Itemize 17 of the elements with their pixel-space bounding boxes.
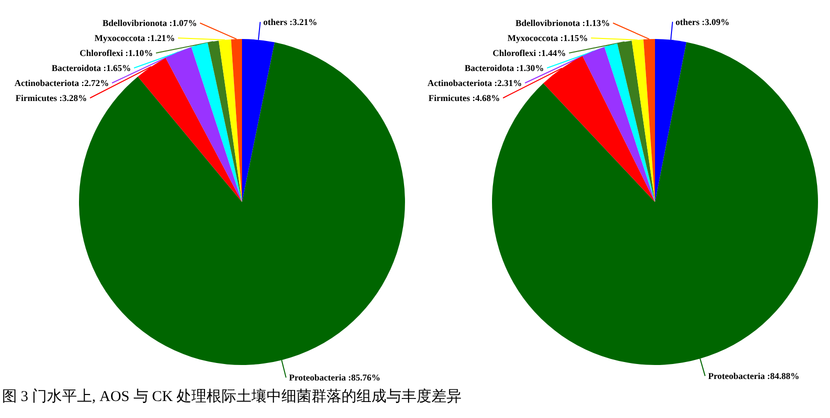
caption: 图 3 门水平上, AOS 与 CK 处理根际土壤中细菌群落的组成与丰度差异 <box>2 388 462 405</box>
slice-label: Bacteroidota :1.30% <box>464 63 544 73</box>
slice-label: others :3.09% <box>676 16 730 27</box>
slice-label: Bdellovibrionota :1.07% <box>102 18 197 28</box>
slice-label: Firmicutes :3.28% <box>16 93 87 103</box>
slice-label: Chloroflexi :1.44% <box>492 48 566 58</box>
slice-label: Proteobacteria :85.76% <box>289 372 380 383</box>
slice-label: Myxococcota :1.15% <box>508 33 588 43</box>
slice-label: Actinobacteriota :2.72% <box>14 78 109 88</box>
slice-label: Actinobacteriota :2.31% <box>428 78 522 88</box>
slice-label: Proteobacteria :84.88% <box>708 370 800 381</box>
slice-label: Chloroflexi :1.10% <box>80 48 153 58</box>
slice-label: Bacteroidota :1.65% <box>52 63 131 73</box>
slice-label: Bdellovibrionota :1.13% <box>515 18 610 28</box>
slice-label: Myxococcota :1.21% <box>94 33 175 43</box>
slice-label: others :3.21% <box>263 16 318 27</box>
slice-label: Firmicutes :4.68% <box>428 93 500 103</box>
